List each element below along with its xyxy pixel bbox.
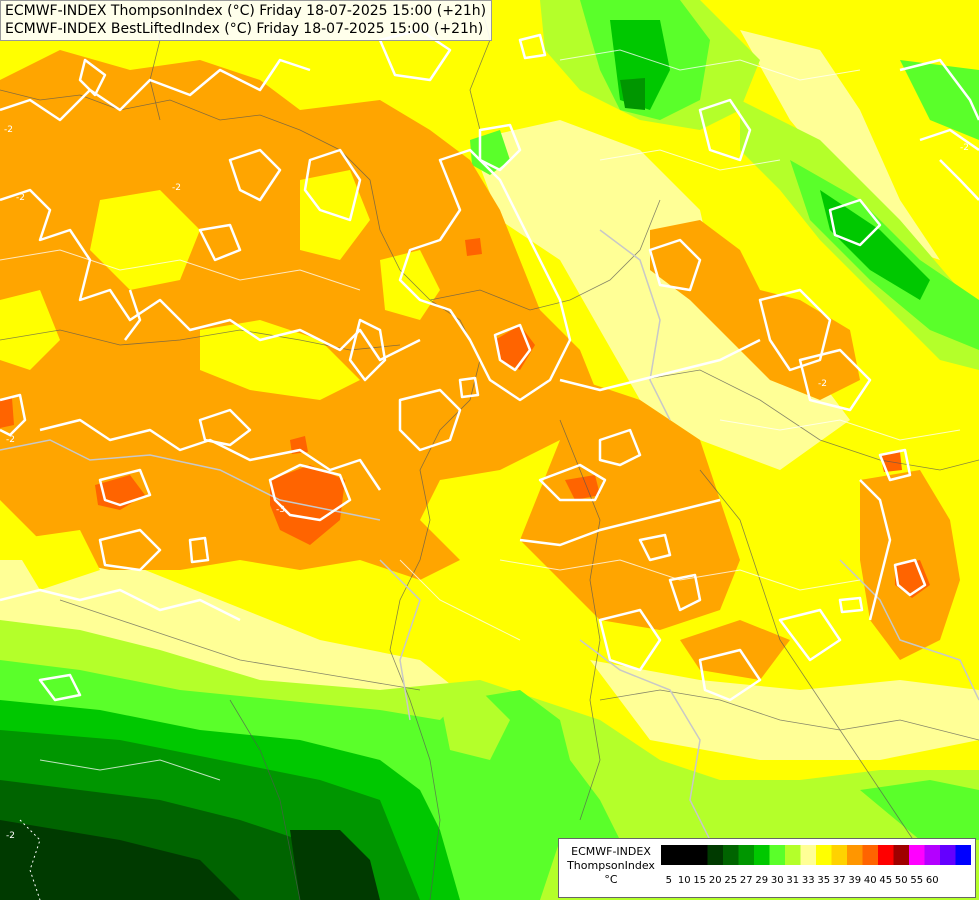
legend-tick-label: 27	[739, 875, 753, 886]
title-best-lifted-index: ECMWF-INDEX BestLiftedIndex (°C) Friday …	[5, 21, 484, 37]
contour-label: -2	[960, 143, 969, 153]
lifted-index-contours	[0, 28, 979, 702]
legend-tick-label: 25	[724, 875, 738, 886]
legend-tick-label: 15	[693, 875, 707, 886]
legend-tick-label: 29	[755, 875, 769, 886]
contour-label: -2	[6, 831, 15, 841]
legend-swatch	[893, 845, 910, 865]
contour-label: -2	[4, 125, 13, 135]
legend-swatch	[940, 845, 956, 865]
legend-tick-label: 55	[910, 875, 924, 886]
country-borders	[0, 229, 979, 861]
dotted-boundary	[19, 819, 41, 900]
legend-tick-label: 39	[848, 875, 862, 886]
legend-swatch	[878, 845, 894, 865]
legend-swatch	[692, 845, 708, 865]
legend-swatch	[785, 845, 801, 865]
legend-swatch	[909, 845, 925, 865]
legend-unit: °C	[604, 873, 618, 886]
legend-color-scale	[661, 845, 971, 865]
legend-tick-label: 35	[817, 875, 831, 886]
contour-label: -3	[276, 505, 285, 515]
title-thompson-index: ECMWF-INDEX ThompsonIndex (°C) Friday 18…	[5, 3, 487, 19]
legend-tick-label: 40	[863, 875, 877, 886]
secondary-contours	[0, 49, 961, 781]
legend-title: ECMWF-INDEX ThompsonIndex °C	[563, 845, 659, 887]
legend-swatch	[769, 845, 786, 865]
map-title-box: ECMWF-INDEX ThompsonIndex (°C) Friday 18…	[0, 0, 493, 41]
legend-swatch	[955, 845, 971, 865]
contour-label: -2	[16, 193, 25, 203]
legend-swatch	[676, 845, 693, 865]
legend-swatch	[800, 845, 817, 865]
legend-model: ECMWF-INDEX	[571, 845, 651, 858]
green-zones-south	[0, 620, 979, 900]
legend-swatch	[738, 845, 755, 865]
legend-tick-label: 50	[894, 875, 908, 886]
legend-tick-label: 31	[786, 875, 800, 886]
contour-label: -2	[818, 379, 827, 389]
pale-yellow-zones	[0, 30, 979, 760]
legend-swatch	[707, 845, 724, 865]
legend-tick-label: 10	[677, 875, 691, 886]
legend-tick-labels: 5 10 15 20 25 27 29 30 31 33 35 37 39 40 45 50 55 60	[661, 875, 973, 889]
legend-tick-label: 37	[832, 875, 846, 886]
legend-swatch	[847, 845, 863, 865]
legend-swatch	[862, 845, 879, 865]
legend-tick-label: 30	[770, 875, 784, 886]
color-legend: ECMWF-INDEX ThompsonIndex °C 5 10 15 20 25 27…	[558, 838, 976, 898]
legend-swatch	[816, 845, 832, 865]
legend-parameter: ThompsonIndex	[567, 859, 655, 872]
legend-tick-label: 33	[801, 875, 815, 886]
contour-label-group: -2 -2 -2 -2 -2 -3 -2 -2	[4, 125, 969, 841]
legend-swatch	[754, 845, 770, 865]
green-zones-north	[470, 0, 979, 370]
legend-tick-label: 60	[925, 875, 939, 886]
contour-label: -2	[172, 183, 181, 193]
legend-swatch	[924, 845, 941, 865]
legend-swatch	[661, 845, 677, 865]
legend-tick-label: 5	[665, 875, 672, 886]
legend-swatch	[723, 845, 739, 865]
contour-label: -2	[6, 435, 15, 445]
legend-tick-label: 45	[879, 875, 893, 886]
legend-tick-label: 20	[708, 875, 722, 886]
legend-swatch	[831, 845, 848, 865]
